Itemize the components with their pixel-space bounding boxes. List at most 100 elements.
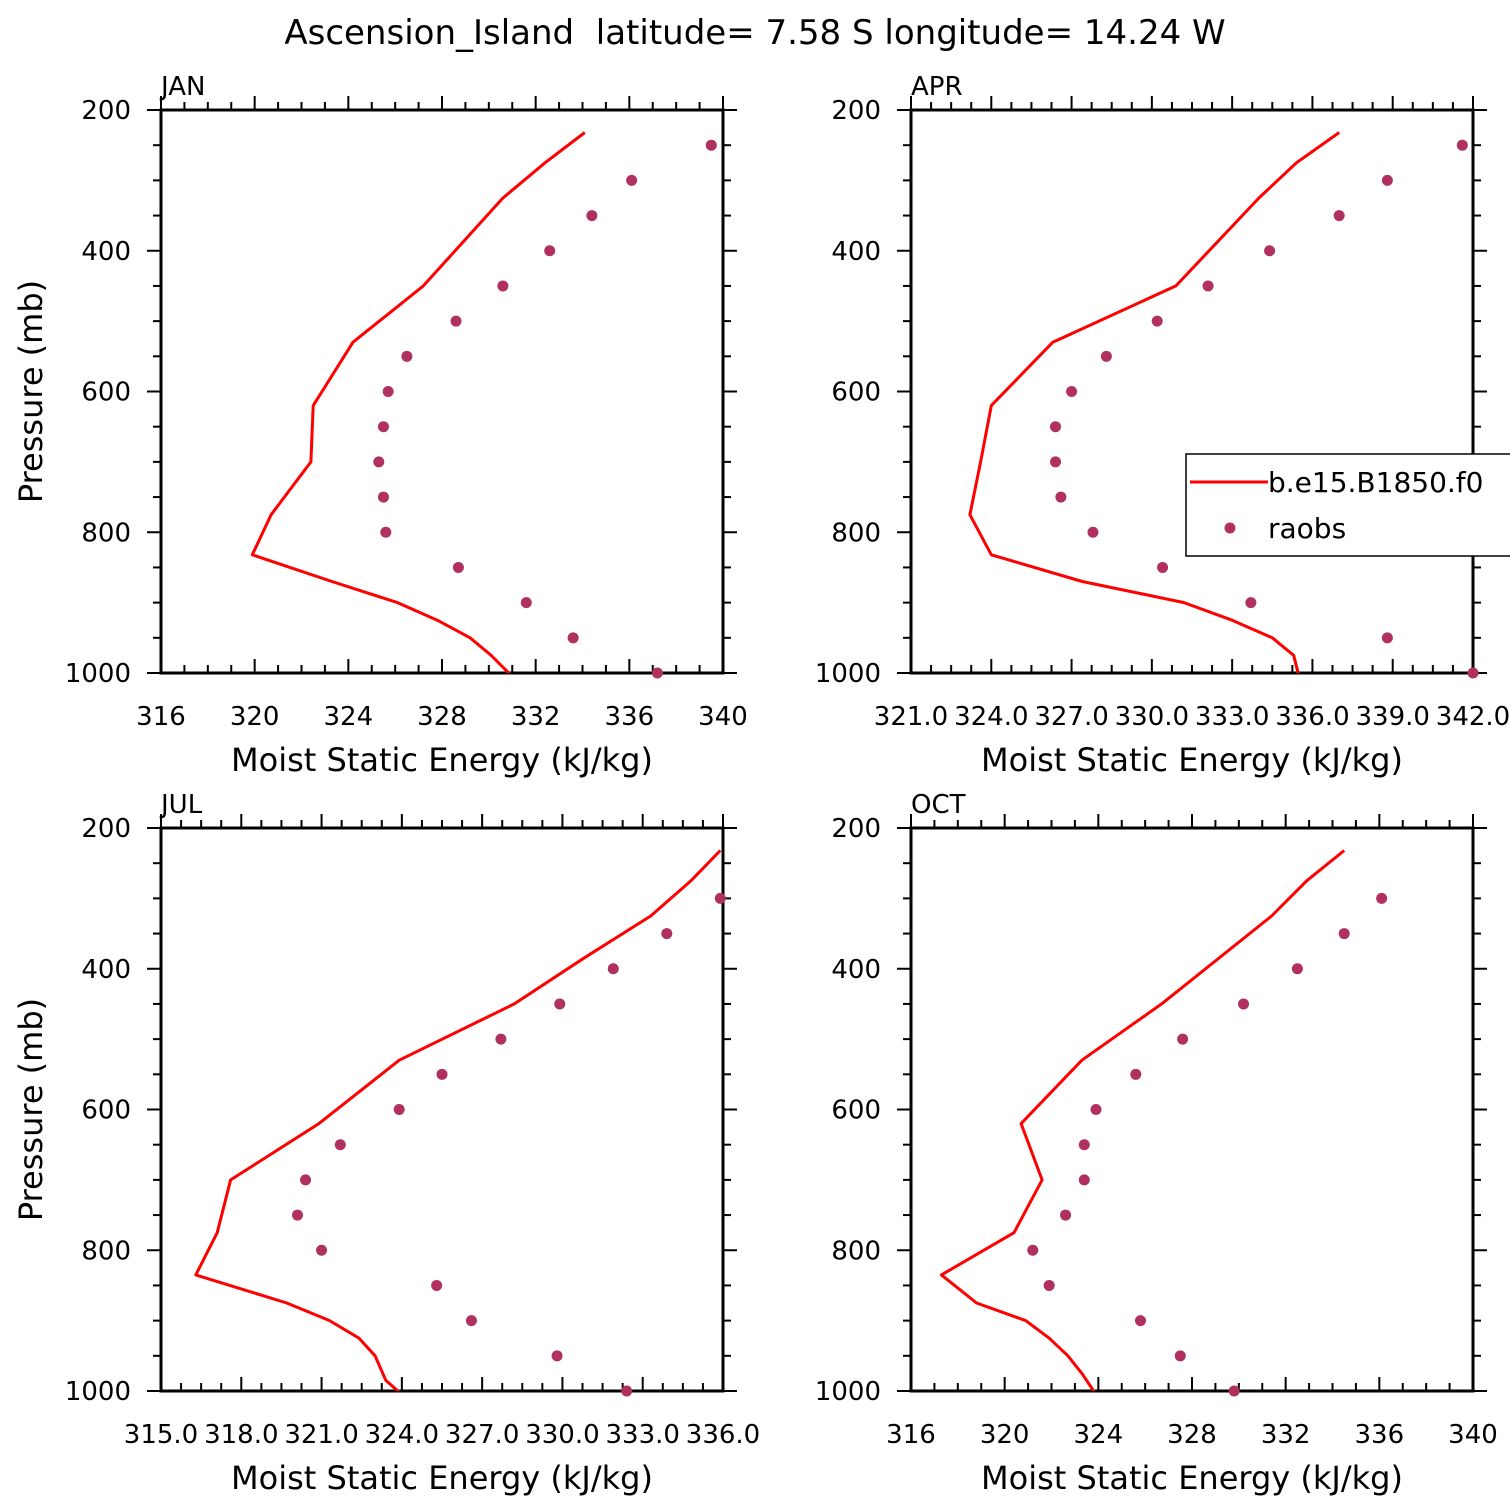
x-tick-label: 327.0	[445, 1420, 519, 1450]
raobs-point	[497, 280, 509, 292]
y-axis-label: Pressure (mb)	[12, 998, 50, 1221]
raobs-point	[380, 526, 392, 538]
x-axis-label: Moist Static Energy (kJ/kg)	[231, 741, 653, 779]
raobs-point	[1078, 1139, 1090, 1151]
data-layer	[939, 849, 1346, 1391]
x-tick-label: 316	[136, 702, 186, 732]
x-tick-label: 332	[511, 702, 561, 732]
x-tick-label: 332	[1261, 1420, 1311, 1450]
raobs-point	[551, 1350, 563, 1362]
raobs-point	[661, 928, 673, 940]
x-tick-label: 339.0	[1355, 702, 1429, 732]
raobs-point	[1060, 1209, 1072, 1221]
x-tick-label: 336	[1355, 1420, 1405, 1450]
y-tick-label: 1000	[815, 1377, 881, 1407]
x-tick-label: 330.0	[525, 1420, 599, 1450]
y-tick-label: 600	[81, 378, 131, 408]
raobs-point	[1228, 1385, 1240, 1397]
raobs-point	[1130, 1068, 1142, 1080]
legend: b.e15.B1850.f0 raobs	[1185, 453, 1510, 557]
raobs-point	[1043, 1279, 1055, 1291]
y-tick-label: 600	[831, 378, 881, 408]
model-line	[250, 131, 586, 673]
raobs-point	[1078, 1174, 1090, 1186]
raobs-point	[291, 1209, 303, 1221]
raobs-point	[1177, 1033, 1189, 1045]
legend-dot-swatch	[1224, 522, 1236, 534]
raobs-point	[1100, 350, 1112, 362]
raobs-point	[377, 491, 389, 503]
raobs-point	[1151, 315, 1163, 327]
raobs-point	[373, 456, 385, 468]
raobs-point	[1338, 928, 1350, 940]
raobs-point	[1291, 963, 1303, 975]
raobs-point	[1050, 421, 1062, 433]
x-tick-label: 327.0	[1034, 702, 1108, 732]
y-tick-label: 800	[81, 518, 131, 548]
raobs-point	[1157, 561, 1169, 573]
raobs-point	[1238, 998, 1250, 1010]
raobs-point	[401, 350, 413, 362]
raobs-point	[431, 1279, 443, 1291]
y-tick-label: 400	[81, 955, 131, 985]
model-line	[194, 849, 722, 1391]
x-axis-label: Moist Static Energy (kJ/kg)	[231, 1459, 653, 1497]
raobs-point	[544, 245, 556, 257]
legend-entry-raobs: raobs	[1268, 512, 1346, 545]
raobs-point	[1134, 1315, 1146, 1327]
plot-frame	[909, 108, 1475, 675]
raobs-point	[1264, 245, 1276, 257]
raobs-point	[554, 998, 566, 1010]
raobs-point	[705, 139, 717, 151]
raobs-point	[1333, 210, 1345, 222]
x-axis-label: Moist Static Energy (kJ/kg)	[981, 741, 1403, 779]
x-tick-label: 315.0	[124, 1420, 198, 1450]
model-line	[939, 849, 1346, 1391]
plot-frame	[159, 108, 725, 675]
x-tick-label: 328	[1167, 1420, 1217, 1450]
raobs-point	[626, 174, 638, 186]
data-layer	[250, 131, 586, 673]
raobs-point	[586, 210, 598, 222]
raobs-point	[382, 386, 394, 397]
y-tick-label: 1000	[815, 659, 881, 689]
y-axis-label: Pressure (mb)	[12, 280, 50, 503]
y-tick-label: 200	[831, 96, 881, 126]
raobs-point	[1174, 1350, 1186, 1362]
x-tick-label: 328	[417, 702, 467, 732]
panel-label: JUL	[159, 790, 203, 820]
raobs-point	[1456, 139, 1468, 151]
panels: 316 320 324 328 332 336 340 200 400 600 800 1000 JAN…	[12, 72, 1510, 1497]
panel-oct: 316 320 324 328 332 336 340 200 400 600 800 1000 OCT…	[815, 790, 1498, 1497]
raobs-point	[1376, 892, 1388, 904]
plot-frame	[159, 826, 725, 1393]
y-tick-label: 200	[831, 814, 881, 844]
raobs-point	[495, 1033, 507, 1045]
data-layer	[968, 131, 1341, 673]
x-tick-label: 318.0	[204, 1420, 278, 1450]
y-tick-label: 800	[831, 1236, 881, 1266]
raobs-point	[1055, 491, 1067, 503]
x-tick-label: 336	[605, 702, 655, 732]
x-tick-label: 324	[324, 702, 374, 732]
raobs-point	[567, 632, 579, 644]
y-tick-label: 800	[831, 518, 881, 548]
x-tick-label: 336.0	[686, 1420, 760, 1450]
x-tick-label: 330.0	[1115, 702, 1189, 732]
raobs-point	[1245, 597, 1257, 609]
panel-label: JAN	[159, 72, 205, 102]
y-tick-label: 600	[81, 1096, 131, 1126]
panel-apr: 321.0 324.0 327.0 330.0 333.0 336.0 339.0 342.0…	[815, 72, 1510, 779]
raobs-point	[621, 1385, 633, 1397]
raobs-point	[393, 1104, 405, 1115]
raobs-point	[436, 1068, 448, 1080]
raobs-point	[316, 1244, 328, 1256]
x-tick-label: 324.0	[365, 1420, 439, 1450]
raobs-point	[452, 561, 464, 573]
panel-label: APR	[911, 72, 963, 102]
x-tick-label: 333.0	[605, 1420, 679, 1450]
raobs-point	[450, 315, 462, 327]
x-tick-label: 321.0	[284, 1420, 358, 1450]
figure-title: Ascension_Island latitude= 7.58 S longit…	[284, 13, 1225, 53]
plot-frame	[909, 826, 1475, 1393]
